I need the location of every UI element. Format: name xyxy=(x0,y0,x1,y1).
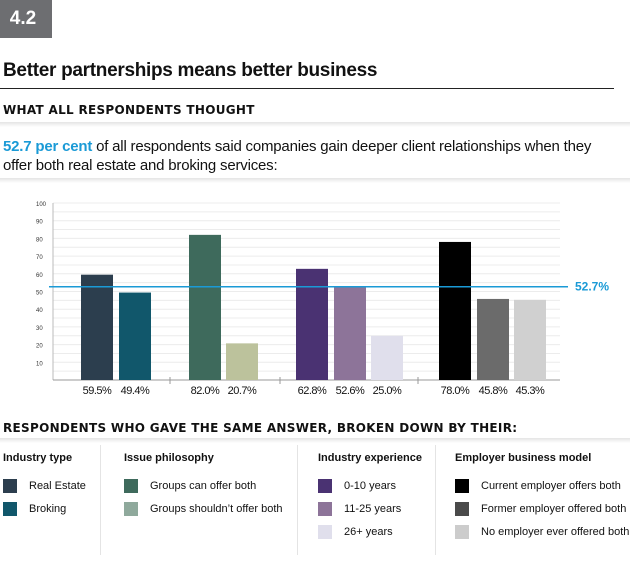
bar-value-label: 82.0% xyxy=(191,385,220,397)
legend-swatch xyxy=(318,478,332,493)
legend-label: 26+ years xyxy=(344,525,393,538)
legend-group: Issue philosophy Groups can offer both Gro… xyxy=(124,452,283,520)
legend-label: Broking xyxy=(29,502,67,515)
legend-label: Current employer offers both xyxy=(481,479,621,492)
legend-group-title: Industry experience xyxy=(318,452,422,464)
bar xyxy=(334,286,366,380)
legend-divider xyxy=(100,445,101,555)
bar xyxy=(439,241,471,380)
title-divider xyxy=(0,88,614,89)
y-tick-label: 90 xyxy=(36,220,43,226)
y-tick-label: 50 xyxy=(36,291,43,297)
legend-swatch xyxy=(455,501,469,516)
legend-group-title: Employer business model xyxy=(455,452,592,464)
bar-value-label: 78.0% xyxy=(441,385,470,397)
bar xyxy=(189,234,221,380)
bar-value-label: 52.6% xyxy=(336,385,365,397)
bar xyxy=(119,292,151,380)
bar-value-label: 45.3% xyxy=(516,385,545,397)
legend-divider xyxy=(297,445,298,555)
legend-label: Former employer offered both xyxy=(481,502,627,515)
bar xyxy=(514,299,546,380)
y-tick-label: 20 xyxy=(36,344,43,350)
section-heading-breakdown: RESPONDENTS WHO GAVE THE SAME ANSWER, BR… xyxy=(3,421,518,435)
legend-swatch xyxy=(318,524,332,539)
description-highlight: 52.7 per cent xyxy=(3,138,93,155)
legend-item: Broking xyxy=(3,497,86,520)
legend-group: Industry experience 0-10 years 11-25 years… xyxy=(318,452,422,543)
section-divider xyxy=(0,178,630,183)
bar-value-label: 45.8% xyxy=(479,385,508,397)
legend-label: 0-10 years xyxy=(344,479,396,492)
bar-value-label: 25.0% xyxy=(373,385,402,397)
bar xyxy=(296,268,328,380)
bar-value-label: 49.4% xyxy=(121,385,150,397)
bar xyxy=(81,274,113,380)
legend-item: Real Estate xyxy=(3,474,86,497)
description: 52.7 per cent of all respondents said co… xyxy=(3,137,618,175)
legend-label: No employer ever offered both xyxy=(481,525,630,538)
legend-label: 11-25 years xyxy=(344,502,402,515)
legend-group-title: Industry type xyxy=(3,452,73,464)
legend-swatch xyxy=(124,478,138,493)
legend-item: No employer ever offered both xyxy=(455,520,629,543)
section-divider xyxy=(0,122,630,127)
legend-label: Groups can offer both xyxy=(150,479,257,492)
figure-number-badge: 4.2 xyxy=(0,0,52,38)
legend-item: 0-10 years xyxy=(318,474,422,497)
legend-item: 26+ years xyxy=(318,520,422,543)
bar-chart: 10 20 30 40 50 60 70 80 90 100 59.5% 49.4% 82.0% 20.7… xyxy=(36,202,609,397)
page-title: Better partnerships means better busines… xyxy=(3,60,378,81)
section-heading-all: WHAT ALL RESPONDENTS THOUGHT xyxy=(3,103,255,117)
description-text: of all respondents said companies gain d… xyxy=(3,138,592,174)
section-divider xyxy=(0,438,630,443)
legend-group: Industry type Real Estate Broking xyxy=(3,452,86,520)
reference-label: 52.7% xyxy=(575,280,609,294)
y-tick-label: 40 xyxy=(36,308,43,314)
legend-swatch xyxy=(3,501,17,516)
legend-label: Real Estate xyxy=(29,479,86,492)
legend-item: Groups shouldn’t offer both xyxy=(124,497,283,520)
legend-swatch xyxy=(124,501,138,516)
legend-item: Groups can offer both xyxy=(124,474,283,497)
bar xyxy=(371,335,403,380)
y-tick-label: 30 xyxy=(36,326,43,332)
legend-swatch xyxy=(455,524,469,539)
legend-group-title: Issue philosophy xyxy=(124,452,214,464)
y-tick-label: 100 xyxy=(36,202,47,208)
y-tick-label: 80 xyxy=(36,237,43,243)
legend-swatch xyxy=(455,478,469,493)
legend-label: Groups shouldn’t offer both xyxy=(150,502,283,515)
bar-value-label: 20.7% xyxy=(228,385,257,397)
legend-swatch xyxy=(318,501,332,516)
legend-item: Current employer offers both xyxy=(455,474,629,497)
legend-item: 11-25 years xyxy=(318,497,422,520)
bar xyxy=(477,298,509,380)
y-tick-label: 70 xyxy=(36,255,43,261)
y-tick-label: 10 xyxy=(36,361,43,367)
legend-swatch xyxy=(3,478,17,493)
bar-value-label: 62.8% xyxy=(298,385,327,397)
bar-value-label: 59.5% xyxy=(83,385,112,397)
y-tick-label: 60 xyxy=(36,273,43,279)
bar xyxy=(226,343,258,380)
legend-item: Former employer offered both xyxy=(455,497,629,520)
legend-group: Employer business model Current employer … xyxy=(455,452,629,543)
legend-divider xyxy=(435,445,436,555)
